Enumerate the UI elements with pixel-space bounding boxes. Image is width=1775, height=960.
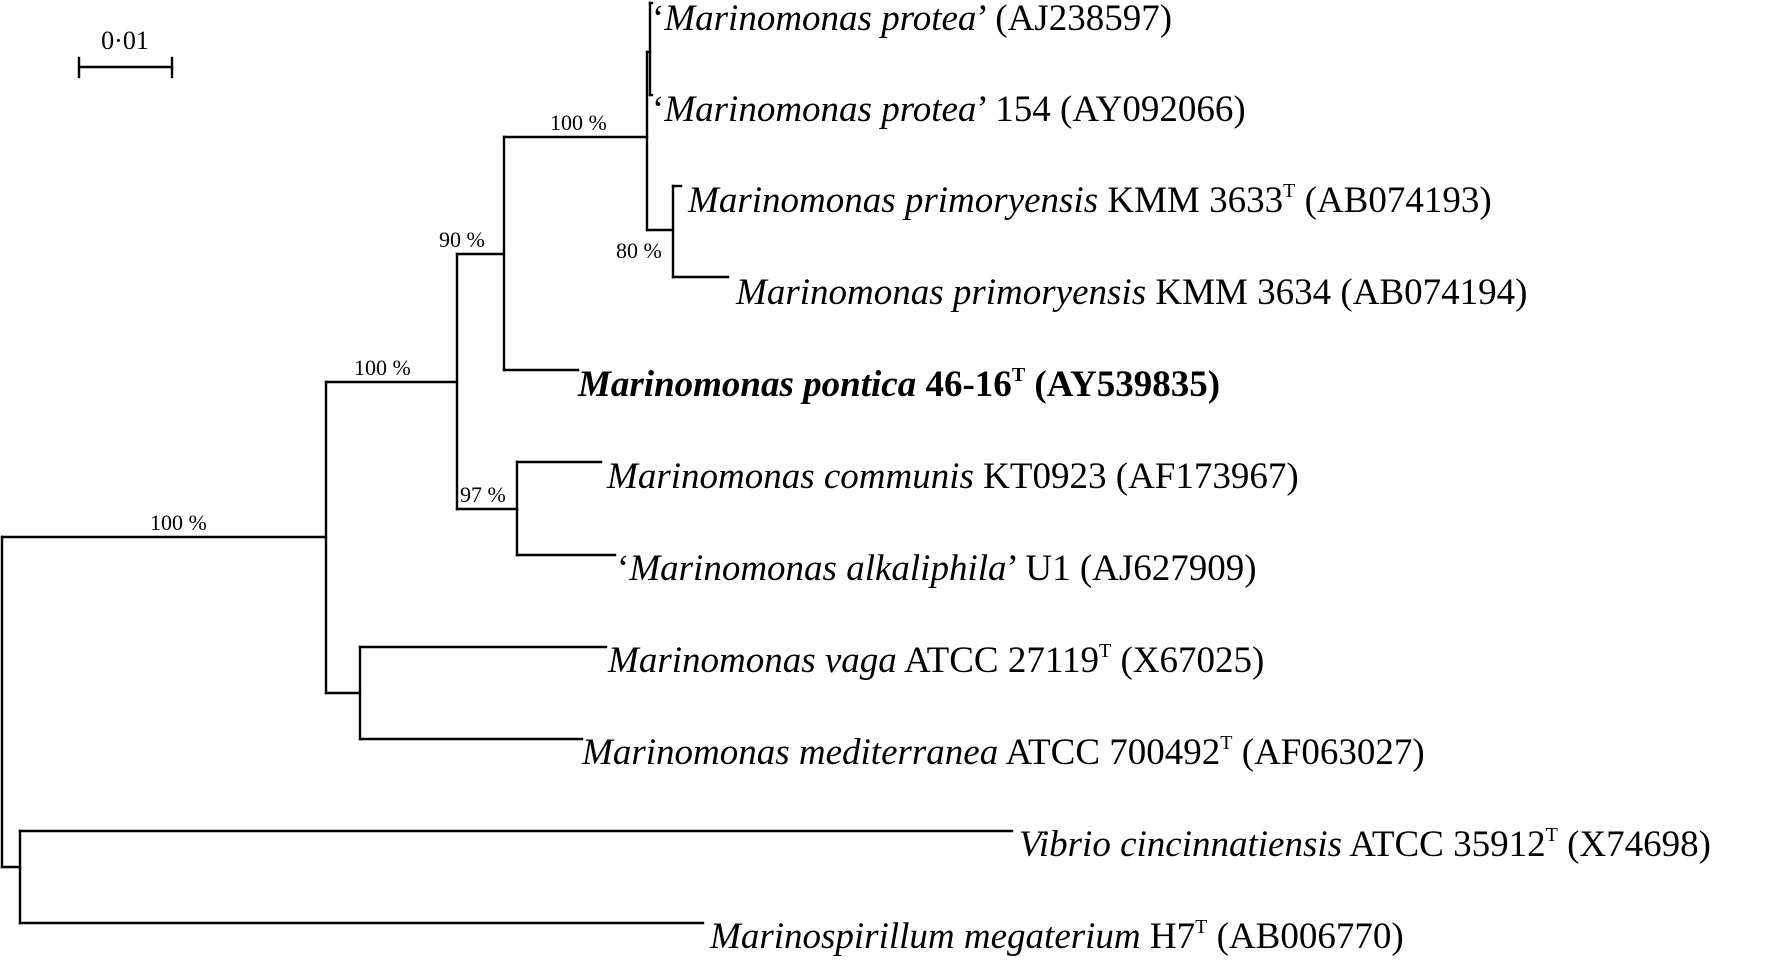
tree-branches [0, 1, 1014, 925]
type-strain-marker: T [1099, 640, 1111, 662]
leaf-label: Marinomonas vaga ATCC 27119T (X67025) [607, 640, 1264, 681]
bootstrap-primoryensis: 80 % [616, 238, 662, 263]
bootstrap-labels: 100 % 100 % 90 % 100 % 80 % 97 % [150, 110, 662, 535]
leaf-label: Marinomonas primoryensis KMM 3634 (AB074… [735, 272, 1527, 313]
leaf-label-highlighted: Marinomonas pontica 46-16T (AY539835) [577, 364, 1220, 405]
scale-bar: 0·01 [77, 26, 174, 79]
leaf-label: ‘Marinomonas protea’ 154 (AY092066) [652, 89, 1246, 130]
leaf-label: Marinomonas primoryensis KMM 3633T (AB07… [687, 180, 1492, 221]
leaf-label: ‘Marinomonas alkaliphila’ U1 (AJ627909) [617, 548, 1257, 589]
type-strain-marker: T [1220, 732, 1232, 754]
bootstrap-root-marinomonas: 100 % [150, 510, 207, 535]
leaf-label: Marinomonas mediterranea ATCC 700492T (A… [581, 732, 1425, 773]
leaf-label: Marinomonas communis KT0923 (AF173967) [606, 456, 1299, 497]
leaf-label: Vibrio cincinnatiensis ATCC 35912T (X746… [1019, 824, 1711, 865]
type-strain-marker: T [1012, 364, 1026, 386]
bootstrap-protea-primoryensis: 100 % [550, 110, 607, 135]
bootstrap-communis-alkaliphila: 97 % [460, 482, 506, 507]
scale-bar-label: 0·01 [101, 26, 149, 55]
bootstrap-marinomonas-main: 100 % [354, 355, 411, 380]
type-strain-marker: T [1195, 916, 1207, 938]
leaf-label: ‘Marinomonas protea’ (AJ238597) [652, 0, 1172, 39]
leaf-labels: ‘Marinomonas protea’ (AJ238597) ‘Marinom… [577, 0, 1711, 957]
bootstrap-inner-90: 90 % [439, 227, 485, 252]
type-strain-marker: T [1283, 180, 1295, 202]
leaf-label: Marinospirillum megaterium H7T (AB006770… [709, 916, 1404, 957]
type-strain-marker: T [1546, 824, 1558, 846]
